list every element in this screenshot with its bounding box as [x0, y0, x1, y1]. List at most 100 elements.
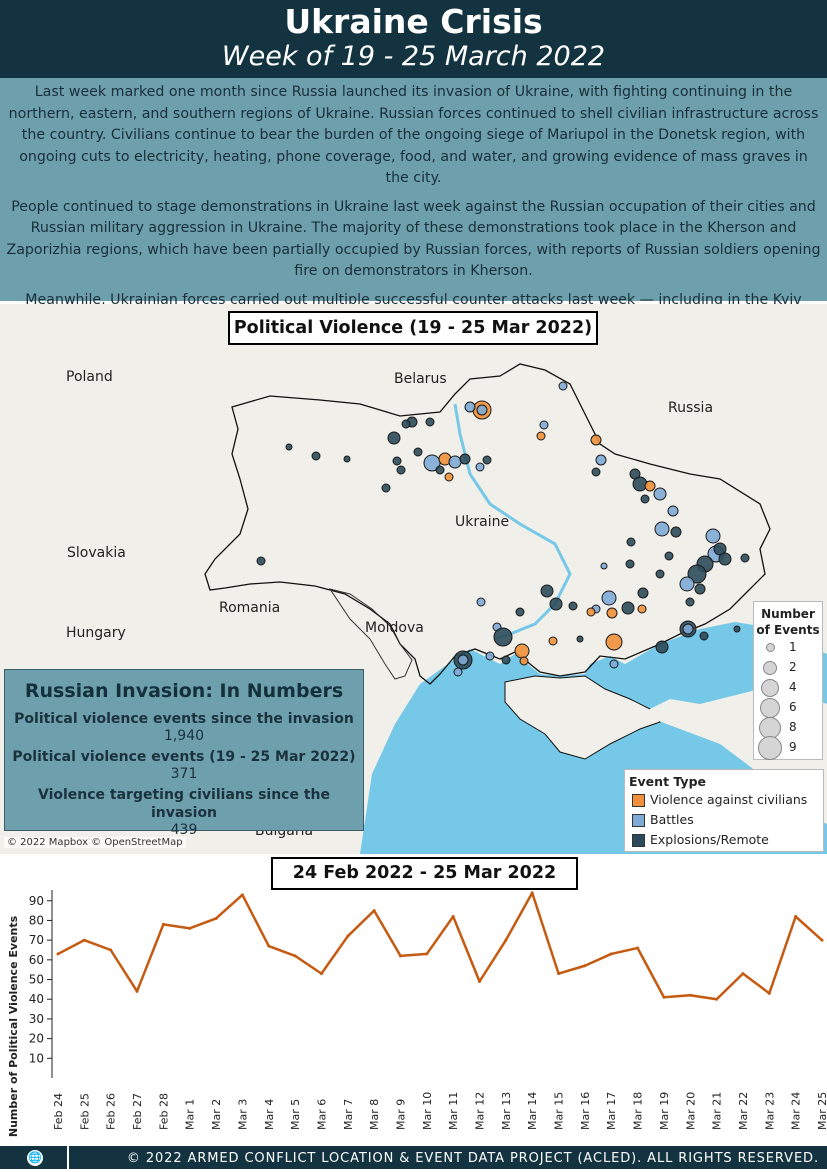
- event-marker-explosions[interactable]: [685, 597, 695, 607]
- event-marker-explosions[interactable]: [637, 587, 649, 599]
- event-marker-explosions[interactable]: [655, 569, 665, 579]
- event-marker-civilians[interactable]: [605, 633, 623, 651]
- moldova-border: [328, 588, 413, 680]
- event-marker-battles[interactable]: [653, 487, 667, 501]
- event-marker-civilians[interactable]: [536, 431, 546, 441]
- header: Ukraine Crisis Week of 19 - 25 March 202…: [0, 0, 827, 78]
- stat-value: 371: [170, 766, 198, 782]
- event-marker-explosions[interactable]: [568, 601, 578, 611]
- event-marker-explosions[interactable]: [381, 483, 391, 493]
- event-marker-battles[interactable]: [475, 462, 485, 472]
- event-marker-civilians[interactable]: [514, 643, 530, 659]
- label-russia: Russia: [668, 400, 714, 416]
- event-marker-explosions[interactable]: [718, 552, 732, 566]
- stat-value: 439: [170, 822, 198, 838]
- legend-size-value: 2: [789, 660, 797, 674]
- x-tick-label: Mar 12: [474, 1092, 487, 1130]
- event-marker-explosions[interactable]: [540, 584, 554, 598]
- event-marker-explosions[interactable]: [482, 455, 492, 465]
- event-marker-explosions[interactable]: [687, 564, 707, 584]
- map-attribution[interactable]: © 2022 Mapbox © OpenStreetMap: [4, 837, 186, 848]
- event-marker-explosions[interactable]: [413, 447, 423, 457]
- event-marker-explosions[interactable]: [591, 467, 601, 477]
- event-marker-battles[interactable]: [485, 651, 495, 661]
- event-marker-explosions[interactable]: [626, 537, 636, 547]
- event-marker-battles[interactable]: [476, 404, 488, 416]
- event-marker-battles[interactable]: [609, 659, 619, 669]
- event-marker-civilians[interactable]: [519, 656, 529, 666]
- event-marker-battles[interactable]: [539, 420, 549, 430]
- data-point: [583, 964, 587, 968]
- event-marker-battles[interactable]: [679, 576, 695, 592]
- event-marker-explosions[interactable]: [640, 494, 650, 504]
- data-point: [741, 972, 745, 976]
- stat-value: 1,940: [163, 728, 205, 744]
- x-tick-label: Mar 4: [263, 1099, 276, 1130]
- y-tick-label: 30: [29, 1012, 44, 1026]
- event-marker-civilians[interactable]: [637, 604, 647, 614]
- event-marker-explosions[interactable]: [401, 419, 411, 429]
- x-tick-label: Mar 13: [500, 1092, 513, 1130]
- event-marker-explosions[interactable]: [256, 556, 266, 566]
- event-marker-battles[interactable]: [448, 455, 462, 469]
- y-tick-label: 70: [29, 933, 44, 947]
- event-marker-battles[interactable]: [453, 667, 463, 677]
- event-marker-explosions[interactable]: [392, 456, 402, 466]
- event-marker-explosions[interactable]: [670, 526, 682, 538]
- data-point: [662, 995, 666, 999]
- size-circle-icon: [760, 698, 780, 718]
- size-circle-icon: [761, 679, 779, 697]
- event-marker-battles[interactable]: [600, 562, 608, 570]
- copyright-text: © 2022 ARMED CONFLICT LOCATION & EVENT D…: [126, 1151, 819, 1166]
- event-marker-explosions[interactable]: [311, 451, 321, 461]
- event-marker-explosions[interactable]: [733, 625, 741, 633]
- data-point: [240, 893, 244, 897]
- event-marker-battles[interactable]: [601, 590, 617, 606]
- invasion-stats-panel: Russian Invasion: In Numbers Political v…: [4, 669, 364, 838]
- event-marker-explosions[interactable]: [625, 559, 635, 569]
- event-marker-battles[interactable]: [457, 654, 469, 666]
- x-tick-label: Mar 10: [421, 1092, 434, 1130]
- event-marker-explosions[interactable]: [459, 453, 471, 465]
- event-marker-civilians[interactable]: [586, 607, 596, 617]
- event-marker-civilians[interactable]: [548, 636, 558, 646]
- x-tick-label: Mar 6: [315, 1099, 328, 1130]
- event-marker-battles[interactable]: [558, 381, 568, 391]
- event-marker-explosions[interactable]: [515, 607, 525, 617]
- event-marker-battles[interactable]: [654, 521, 670, 537]
- event-marker-explosions[interactable]: [655, 640, 669, 654]
- event-marker-explosions[interactable]: [387, 431, 401, 445]
- event-marker-civilians[interactable]: [590, 434, 602, 446]
- event-marker-battles[interactable]: [667, 505, 679, 517]
- event-marker-explosions[interactable]: [493, 627, 513, 647]
- event-marker-battles[interactable]: [476, 597, 486, 607]
- event-marker-explosions[interactable]: [435, 465, 445, 475]
- event-marker-explosions[interactable]: [343, 455, 351, 463]
- event-marker-explosions[interactable]: [664, 551, 674, 561]
- event-marker-explosions[interactable]: [740, 553, 750, 563]
- event-marker-explosions[interactable]: [621, 601, 635, 615]
- event-marker-civilians[interactable]: [644, 480, 656, 492]
- y-tick-label: 50: [29, 973, 44, 987]
- event-marker-explosions[interactable]: [694, 583, 706, 595]
- stat-label: Political violence events since the inva…: [14, 711, 354, 727]
- data-point: [398, 954, 402, 958]
- event-marker-explosions[interactable]: [501, 655, 511, 665]
- data-point: [794, 915, 798, 919]
- event-marker-battles[interactable]: [705, 528, 721, 544]
- event-marker-battles[interactable]: [682, 623, 694, 635]
- event-marker-battles[interactable]: [464, 401, 476, 413]
- event-marker-explosions[interactable]: [396, 465, 406, 475]
- event-marker-battles[interactable]: [595, 454, 607, 466]
- event-marker-civilians[interactable]: [606, 607, 618, 619]
- event-marker-explosions[interactable]: [699, 631, 709, 641]
- political-violence-map[interactable]: Political Violence (19 - 25 Mar 2022) Po…: [0, 304, 827, 854]
- event-marker-explosions[interactable]: [425, 417, 435, 427]
- event-marker-explosions[interactable]: [576, 635, 584, 643]
- event-marker-civilians[interactable]: [444, 472, 454, 482]
- legend-type-title: Event Type: [629, 774, 707, 789]
- event-marker-explosions[interactable]: [549, 597, 563, 611]
- event-marker-explosions[interactable]: [285, 443, 293, 451]
- x-tick-label: Mar 7: [342, 1099, 355, 1130]
- footer-divider: [67, 1146, 69, 1169]
